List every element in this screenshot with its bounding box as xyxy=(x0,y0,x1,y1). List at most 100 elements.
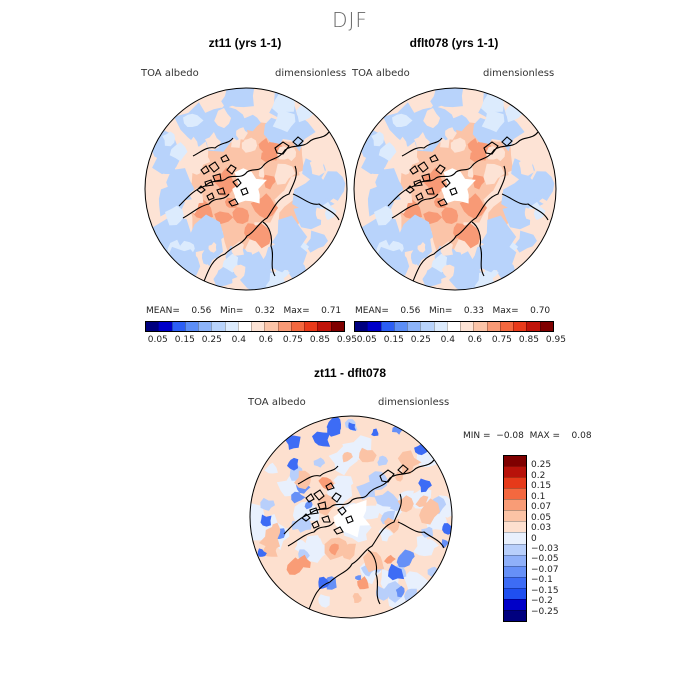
coastline xyxy=(331,492,342,503)
colorbar-tick-label: −0.07 xyxy=(531,564,559,575)
map-contour-patch xyxy=(272,109,296,133)
coastline xyxy=(441,178,451,188)
panel-1-colorbar xyxy=(145,321,345,332)
diff-panel-stats: MIN = −0.08 MAX = 0.08 xyxy=(463,431,592,441)
map-contour-patch xyxy=(426,171,448,197)
coastline xyxy=(391,193,439,219)
panel-2-polar-map xyxy=(353,87,557,291)
colorbar-swatch xyxy=(499,322,514,331)
coastline xyxy=(212,173,222,182)
map-contour-patch xyxy=(483,163,505,185)
map-contour-patch xyxy=(296,102,314,123)
map-contour-patch xyxy=(340,543,356,560)
map-contour-patch xyxy=(348,422,357,431)
diff-panel-units-label: dimensionless xyxy=(378,397,450,408)
colorbar-tick-label: 0.05 xyxy=(356,335,377,345)
map-contour-patch xyxy=(371,428,379,437)
map-contour-patch xyxy=(208,242,217,253)
colorbar-swatch xyxy=(237,322,252,331)
colorbar-swatch xyxy=(526,322,540,331)
map-contour-patch xyxy=(165,205,184,226)
coastline xyxy=(425,187,435,195)
coastline xyxy=(192,137,234,157)
map-contour-patch xyxy=(250,500,265,529)
map-contour-patch xyxy=(477,242,504,263)
coastline xyxy=(409,165,419,175)
map-contour-patch xyxy=(166,168,195,202)
colorbar-swatch xyxy=(264,322,278,331)
map-contour-patch xyxy=(232,207,250,224)
map-contour-patch xyxy=(514,230,537,253)
map-contour-patch xyxy=(205,132,221,151)
map-contour-patch xyxy=(324,576,337,590)
map-contour-patch xyxy=(376,585,389,601)
map-contour-patch xyxy=(401,549,415,564)
coastline xyxy=(182,193,230,219)
colorbar-tick-label: 0.25 xyxy=(410,335,431,345)
map-contour-patch xyxy=(411,244,429,266)
colorbar-swatch xyxy=(355,322,368,331)
coastline xyxy=(397,521,445,549)
map-border xyxy=(353,87,557,291)
coastline xyxy=(325,482,335,491)
colorbar-tick-label: 0.1 xyxy=(531,491,546,502)
coastline xyxy=(202,165,297,285)
map-contour-patch xyxy=(159,161,176,174)
coastline xyxy=(379,469,395,483)
coastline xyxy=(313,489,325,501)
coastline xyxy=(501,136,513,147)
map-border xyxy=(249,415,453,619)
map-contour-patch xyxy=(264,462,278,474)
panel-1-units-label: dimensionless xyxy=(275,68,347,79)
map-contour-patch xyxy=(214,211,234,225)
map-contour-patch xyxy=(415,495,429,508)
map-contour-patch xyxy=(305,230,328,253)
panel-2-variable-label: TOA albedo xyxy=(352,68,410,79)
map-contour-patch xyxy=(448,264,485,290)
coastline xyxy=(471,221,485,277)
colorbar-swatch xyxy=(171,322,185,331)
colorbar-swatch xyxy=(420,322,434,331)
map-contour-patch xyxy=(392,136,407,155)
map-contour-patch xyxy=(271,215,308,251)
map-contour-patch xyxy=(371,131,385,147)
map-contour-patch xyxy=(213,266,234,287)
colorbar-tick-label: −0.1 xyxy=(531,575,553,586)
map-contour-patch xyxy=(326,416,341,432)
coastline xyxy=(228,198,239,207)
map-contour-patch xyxy=(417,242,426,253)
map-contour-patch xyxy=(310,537,329,559)
colorbar-tick-label: 0.4 xyxy=(231,335,246,345)
map-contour-patch xyxy=(223,88,255,108)
map-contour-patch xyxy=(368,471,388,491)
colorbar-swatch xyxy=(251,322,265,331)
map-contour-patch xyxy=(363,551,384,573)
map-contour-patch xyxy=(388,563,405,581)
map-contour-patch xyxy=(378,142,397,162)
map-contour-patch xyxy=(196,264,213,281)
colorbar-swatch xyxy=(290,322,305,331)
map-contour-patch xyxy=(318,477,334,490)
map-contour-patch xyxy=(510,188,544,217)
colorbar-swatch xyxy=(407,322,421,331)
colorbar-tick-label: 0.25 xyxy=(531,460,552,471)
colorbar-swatch xyxy=(211,322,225,331)
colorbar-swatch xyxy=(433,322,447,331)
panel-2-colorbar-ticks: 0.05 0.15 0.25 0.4 0.6 0.75 0.85 0.95 xyxy=(354,335,566,347)
colorbar-swatch xyxy=(146,322,159,331)
map-contour-patch xyxy=(524,207,536,220)
diff-panel-colorbar-ticks: 0.25 0.2 0.15 0.1 0.07 0.05 0.03 0 −0.03 −0.05 −0.… xyxy=(531,455,581,622)
panel-1-stats: MEAN= 0.56 Min= 0.32 Max= 0.71 xyxy=(146,306,342,316)
map-contour-patch xyxy=(527,171,555,201)
map-contour-patch xyxy=(274,163,296,185)
colorbar-tick-label: 0.15 xyxy=(531,481,552,492)
coastline xyxy=(415,192,424,201)
map-contour-patch xyxy=(450,114,470,132)
map-contour-patch xyxy=(259,526,280,550)
colorbar-swatch xyxy=(504,466,526,478)
map-contour-patch xyxy=(318,594,330,608)
map-contour-patch xyxy=(313,457,326,468)
coastline xyxy=(178,165,264,207)
map-contour-patch xyxy=(392,113,413,127)
map-contour-patch xyxy=(395,585,405,598)
